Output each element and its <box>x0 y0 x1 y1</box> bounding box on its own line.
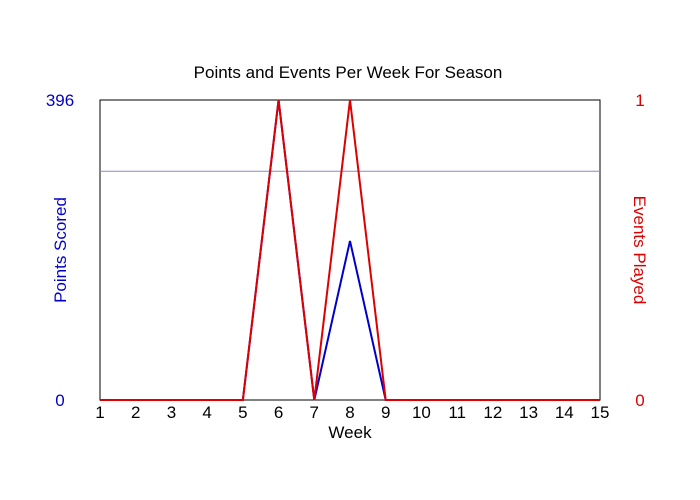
x-tick-label-3: 3 <box>167 403 176 422</box>
y-left-tick-label-0: 0 <box>55 391 64 410</box>
x-tick-label-8: 8 <box>345 403 354 422</box>
x-axis-label: Week <box>328 423 372 442</box>
x-tick-label-5: 5 <box>238 403 247 422</box>
plot-frame <box>99 99 601 401</box>
x-tick-label-14: 14 <box>555 403 574 422</box>
y-right-tick-label-1: 1 <box>635 91 644 110</box>
x-tick-label-7: 7 <box>310 403 319 422</box>
right-axis-label: Events Played <box>630 196 649 305</box>
x-tick-label-13: 13 <box>519 403 538 422</box>
x-tick-label-1: 1 <box>95 403 104 422</box>
x-tick-label-4: 4 <box>202 403 211 422</box>
x-tick-label-11: 11 <box>448 403 466 422</box>
y-left-tick-label-396: 396 <box>46 91 74 110</box>
chart-title: Points and Events Per Week For Season <box>194 63 503 82</box>
series-line-events-played <box>100 99 600 401</box>
y-right-tick-label-0: 0 <box>635 391 644 410</box>
x-tick-label-10: 10 <box>412 403 431 422</box>
x-tick-label-12: 12 <box>483 403 502 422</box>
x-tick-label-15: 15 <box>591 403 610 422</box>
x-tick-label-6: 6 <box>274 403 283 422</box>
x-tick-label-2: 2 <box>131 403 140 422</box>
x-tick-label-9: 9 <box>381 403 390 422</box>
left-axis-label: Points Scored <box>51 197 70 303</box>
